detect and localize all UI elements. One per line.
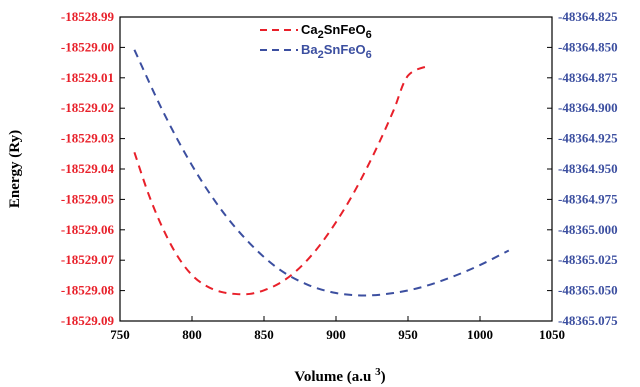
- legend-label-ba2snfeo6: Ba2SnFeO6: [301, 42, 372, 61]
- left-tick-label: -18529.06: [61, 222, 115, 237]
- left-tick-label: -18529.03: [61, 131, 115, 146]
- right-tick-label: -48365.075: [558, 313, 618, 328]
- right-tick-label: -48365.000: [558, 222, 618, 237]
- left-tick-label: -18529.00: [61, 39, 114, 54]
- legend-label-ca2snfeo6: Ca2SnFeO6: [301, 22, 372, 41]
- left-tick-label: -18529.04: [61, 161, 115, 176]
- series-layer: [133, 49, 510, 297]
- right-tick-label: -48364.825: [558, 9, 618, 24]
- right-axis-ticks: -48364.825 -48364.850 -48364.875 -48364.900…: [547, 9, 618, 328]
- left-tick-label: -18528.99: [61, 9, 115, 24]
- left-tick-label: -18529.08: [61, 283, 115, 298]
- right-tick-label: -48365.050: [558, 283, 618, 298]
- right-tick-label: -48364.850: [558, 39, 618, 54]
- right-tick-label: -48364.925: [558, 131, 618, 146]
- series-line-ba2snfeo6: [133, 49, 510, 297]
- x-tick-label: 850: [254, 327, 274, 342]
- legend: Ca2SnFeO6 Ba2SnFeO6: [260, 22, 372, 61]
- y-axis-title: Energy (Ry): [7, 130, 23, 208]
- left-tick-label: -18529.09: [61, 313, 115, 328]
- x-tick-label: 800: [182, 327, 202, 342]
- series-line-ca2snfeo6: [133, 64, 431, 296]
- left-tick-label: -18529.07: [61, 252, 115, 267]
- x-axis-ticks: 750 800 850 900 950 1000 1050: [110, 316, 565, 342]
- x-axis-title-close: ): [381, 369, 386, 385]
- right-tick-label: -48364.875: [558, 70, 618, 85]
- x-tick-label: 1050: [539, 327, 565, 342]
- x-tick-label: 950: [398, 327, 418, 342]
- x-tick-label: 900: [326, 327, 346, 342]
- right-tick-label: -48365.025: [558, 252, 618, 267]
- right-tick-label: -48364.900: [558, 100, 618, 115]
- right-tick-label: -48364.950: [558, 161, 618, 176]
- left-tick-label: -18529.02: [61, 100, 114, 115]
- x-axis-title: Volume (a.u 3): [294, 366, 385, 385]
- x-tick-label: 750: [110, 327, 130, 342]
- plot-frame: [119, 16, 553, 322]
- left-tick-label: -18529.05: [61, 191, 115, 206]
- x-axis-title-sup: 3: [375, 366, 381, 378]
- left-axis-ticks: -18528.99 -18529.00 -18529.01 -18529.02 -185…: [61, 9, 125, 328]
- left-tick-label: -18529.01: [61, 70, 114, 85]
- x-axis-title-base: Volume (a.u: [294, 369, 375, 385]
- x-tick-label: 1000: [467, 327, 493, 342]
- right-tick-label: -48364.975: [558, 191, 618, 206]
